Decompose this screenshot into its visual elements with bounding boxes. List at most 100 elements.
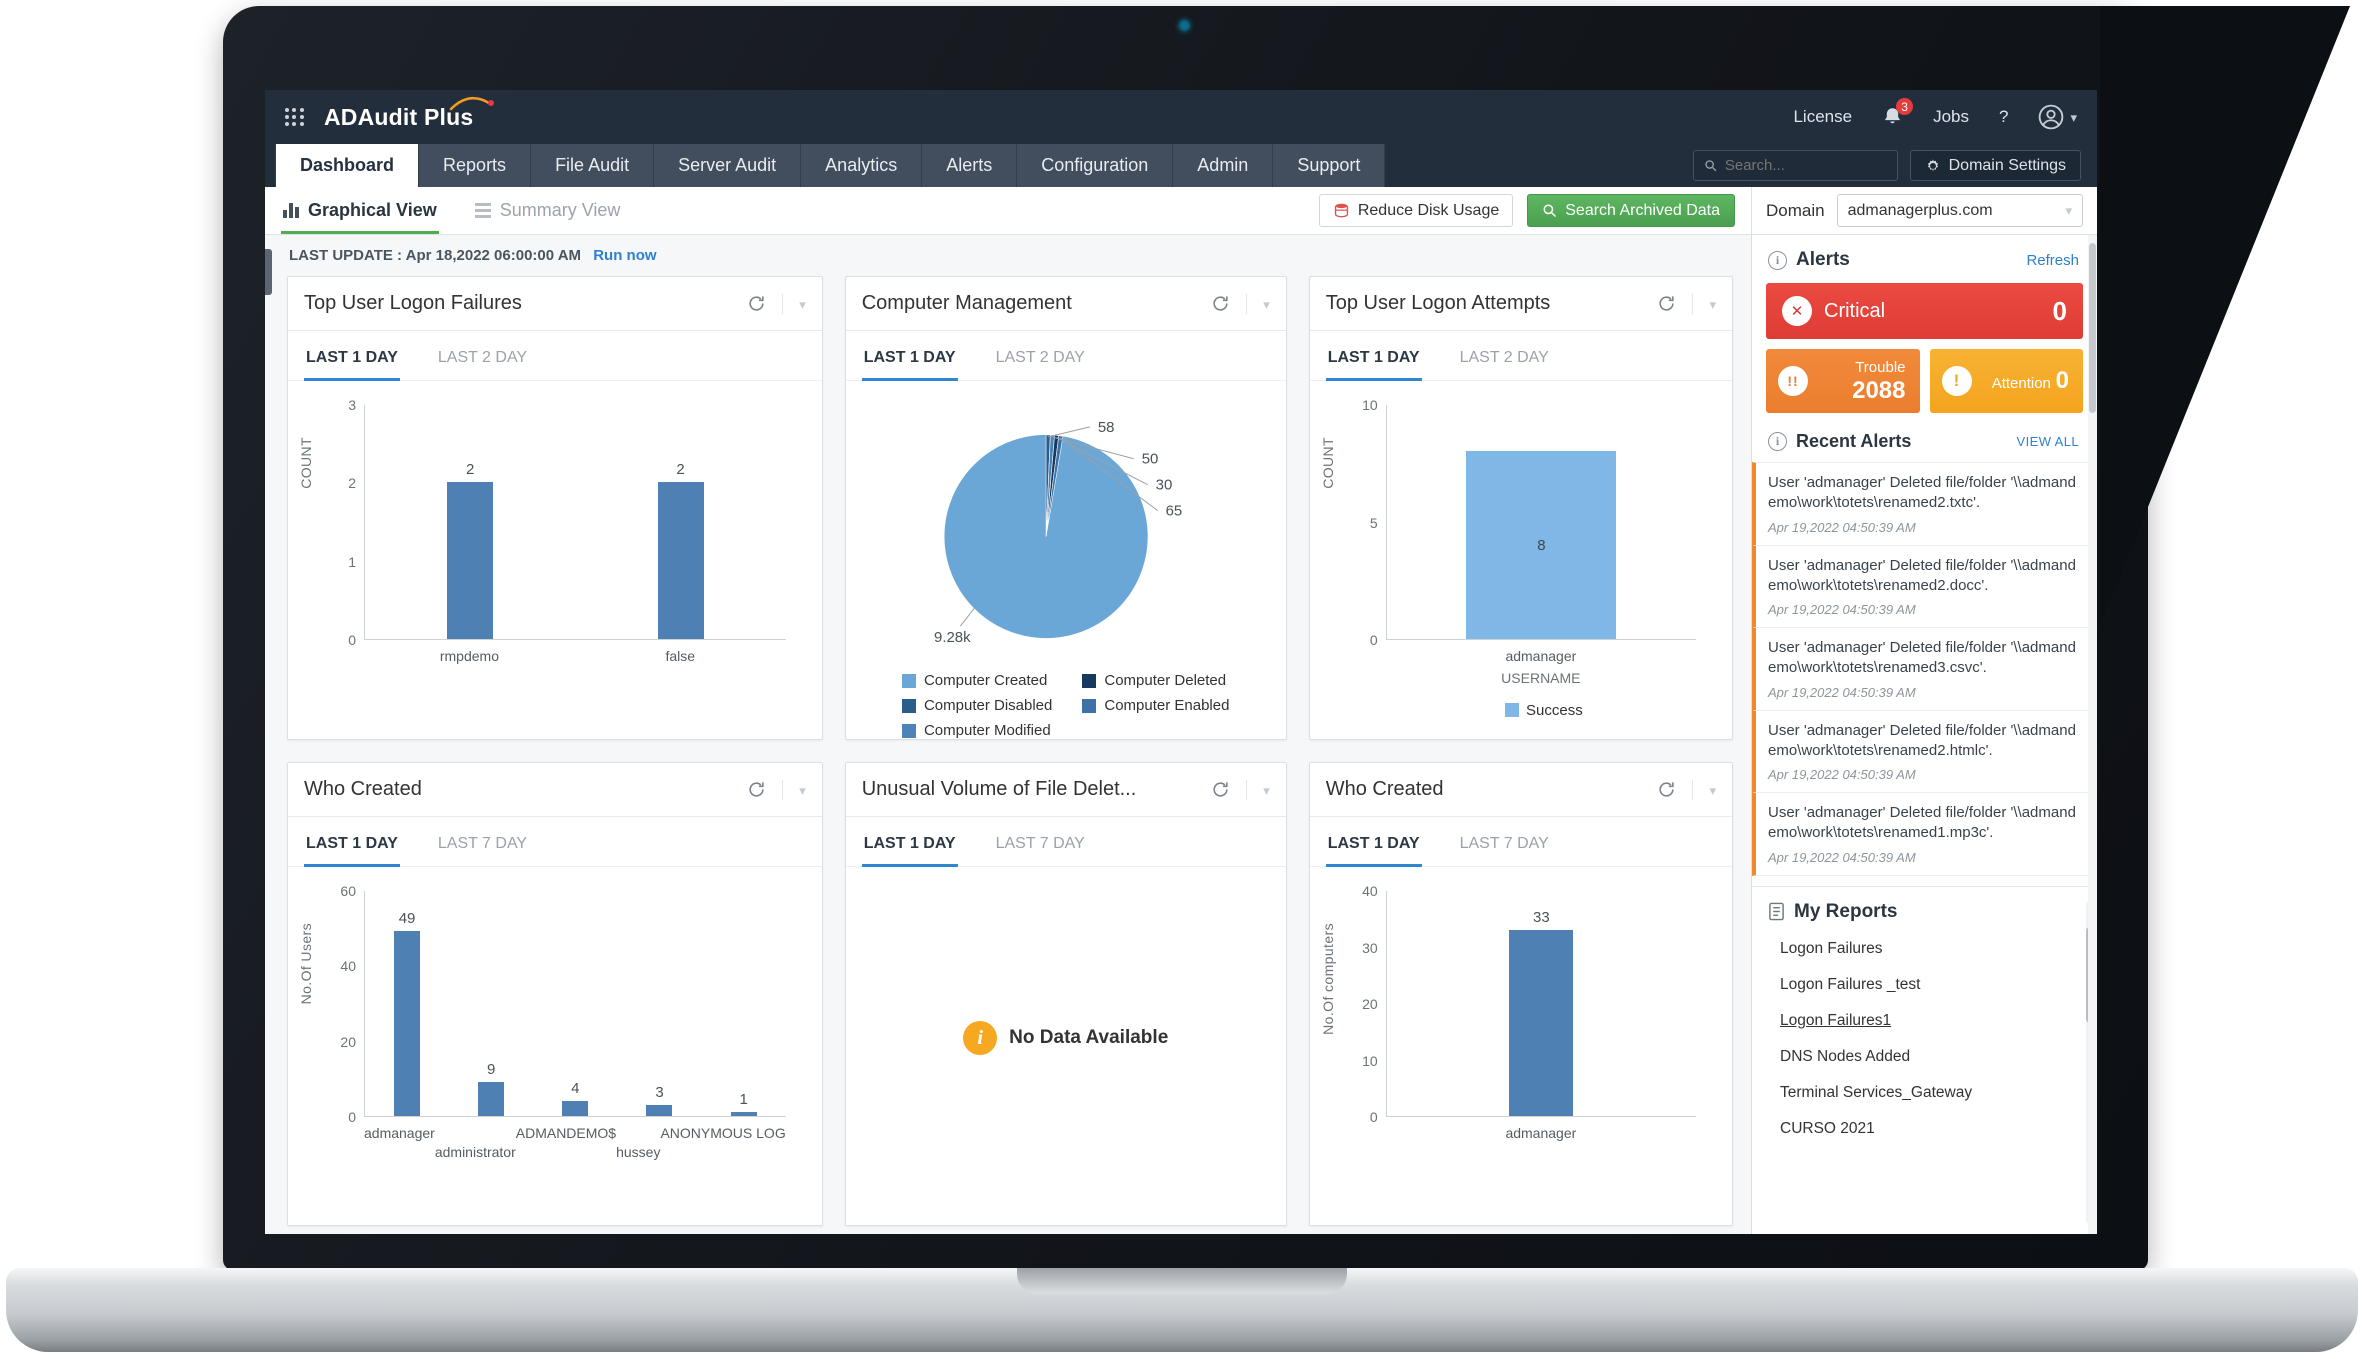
- tab-last-1-day[interactable]: LAST 1 DAY: [861, 336, 958, 381]
- alert-list-item[interactable]: User 'admanager' Deleted file/folder '\\…: [1752, 710, 2097, 793]
- bar-value-label: 2: [466, 461, 475, 479]
- notifications-button[interactable]: 3: [1882, 98, 1914, 128]
- alert-time: Apr 19,2022 04:50:39 AM: [1768, 767, 1916, 782]
- refresh-button[interactable]: [1657, 780, 1692, 799]
- laptop-lid-edge: [2100, 6, 2350, 626]
- search-archived-data-button[interactable]: Search Archived Data: [1527, 194, 1735, 227]
- report-link[interactable]: Logon Failures: [1780, 939, 1883, 957]
- my-reports-section: My Reports Logon Failures Logon Failures…: [1752, 885, 2097, 1235]
- y-axis-label: COUNT: [1319, 437, 1336, 489]
- license-link[interactable]: License: [1793, 107, 1853, 126]
- tab-alerts[interactable]: Alerts: [922, 144, 1018, 187]
- alert-list-item[interactable]: User 'admanager' Deleted file/folder '\\…: [1752, 545, 2097, 628]
- card-menu-button[interactable]: [1246, 779, 1270, 800]
- legend-item: Computer Enabled: [1082, 697, 1229, 714]
- sidebar-scrollbar-thumb[interactable]: [2089, 243, 2096, 413]
- refresh-button[interactable]: [747, 294, 782, 313]
- card-menu-button[interactable]: [1246, 293, 1270, 314]
- help-link[interactable]: ?: [1999, 107, 2009, 126]
- main-nav: Dashboard Reports File Audit Server Audi…: [265, 144, 2097, 187]
- tab-last-2-day[interactable]: LAST 2 DAY: [995, 349, 1085, 366]
- x-tick-label: false: [665, 648, 696, 664]
- domain-settings-button[interactable]: Domain Settings: [1909, 150, 2081, 181]
- nav-right: Domain Settings: [1692, 144, 2097, 187]
- refresh-button[interactable]: [1211, 294, 1246, 313]
- panel-handle[interactable]: [265, 249, 272, 295]
- tab-support[interactable]: Support: [1273, 144, 1386, 187]
- tab-last-1-day[interactable]: LAST 1 DAY: [1325, 336, 1422, 381]
- domain-select[interactable]: admanagerplus.com: [1836, 194, 2083, 227]
- tab-analytics[interactable]: Analytics: [801, 144, 923, 187]
- chevron-down-icon: [1709, 294, 1716, 314]
- logon-attempts-chart: COUNT 0 5 10 8 admanager USERNAME Success: [1310, 395, 1732, 739]
- tab-last-7-day[interactable]: LAST 7 DAY: [437, 835, 528, 852]
- bar-chart: No.Of computers 0 10 20 30 40 33 admanager: [1310, 881, 1732, 1225]
- tab-dashboard[interactable]: Dashboard: [275, 144, 420, 187]
- card-menu-button[interactable]: [1692, 293, 1716, 314]
- alert-list-item[interactable]: User 'admanager' Deleted file/folder '\\…: [1752, 793, 2097, 876]
- run-now-link[interactable]: Run now: [593, 247, 657, 264]
- view-all-link[interactable]: VIEW ALL: [2016, 434, 2079, 449]
- tab-last-1-day[interactable]: LAST 1 DAY: [304, 336, 400, 381]
- card-title: Top User Logon Attempts: [1325, 292, 1551, 314]
- report-link[interactable]: CURSO 2021: [1780, 1119, 1875, 1137]
- jobs-link[interactable]: Jobs: [1933, 107, 1969, 126]
- trouble-alert-tile[interactable]: Trouble 2088: [1766, 349, 1920, 413]
- user-menu[interactable]: [2038, 104, 2077, 130]
- alert-time: Apr 19,2022 04:50:39 AM: [1768, 684, 1916, 700]
- tab-last-1-day[interactable]: LAST 1 DAY: [1325, 822, 1422, 867]
- graphical-view-toggle[interactable]: Graphical View: [281, 187, 439, 234]
- sidebar-scrollbar-track[interactable]: [2088, 235, 2097, 1234]
- alerts-refresh-link[interactable]: Refresh: [2026, 251, 2079, 269]
- critical-alert-banner[interactable]: Critical 0: [1766, 283, 2083, 339]
- card-menu-button[interactable]: [782, 779, 806, 800]
- card-menu-button[interactable]: [1692, 779, 1716, 800]
- notification-badge: 3: [1896, 98, 1914, 115]
- alert-text: User 'admanager' Deleted file/folder '\\…: [1768, 556, 2076, 594]
- refresh-button[interactable]: [1657, 294, 1692, 313]
- summary-view-toggle[interactable]: Summary View: [474, 187, 620, 234]
- tab-file-audit[interactable]: File Audit: [531, 144, 655, 187]
- attention-alert-tile[interactable]: Attention 0: [1929, 349, 2083, 413]
- tab-reports[interactable]: Reports: [419, 144, 532, 187]
- tab-last-1-day[interactable]: LAST 1 DAY: [304, 822, 400, 867]
- tab-last-2-day[interactable]: LAST 2 DAY: [1459, 349, 1549, 366]
- bell-icon: [1884, 108, 1901, 124]
- y-tick: 10: [1362, 397, 1378, 413]
- tab-server-audit[interactable]: Server Audit: [654, 144, 802, 187]
- tab-last-7-day[interactable]: LAST 7 DAY: [1459, 835, 1549, 852]
- tab-last-1-day[interactable]: LAST 1 DAY: [861, 822, 958, 867]
- tab-last-7-day[interactable]: LAST 7 DAY: [995, 835, 1085, 852]
- refresh-button[interactable]: [1211, 780, 1246, 799]
- tab-configuration[interactable]: Configuration: [1017, 144, 1174, 187]
- search-icon: [1704, 160, 1717, 172]
- tab-admin[interactable]: Admin: [1173, 144, 1274, 187]
- reduce-disk-usage-button[interactable]: Reduce Disk Usage: [1318, 194, 1514, 227]
- view-switcher: Graphical View Summary View: [265, 187, 620, 234]
- chevron-down-icon: [1263, 294, 1270, 314]
- alert-time: Apr 19,2022 04:50:39 AM: [1768, 519, 1916, 535]
- refresh-button[interactable]: [747, 780, 782, 799]
- report-link[interactable]: Logon Failures1: [1780, 1011, 1892, 1029]
- alert-list-item[interactable]: User 'admanager' Deleted file/folder '\\…: [1752, 628, 2097, 711]
- dashboard-main: LAST UPDATE : Apr 18,2022 06:00:00 AM Ru…: [265, 235, 1751, 1234]
- svg-text:50: 50: [1141, 451, 1158, 468]
- info-icon: [1768, 432, 1787, 451]
- report-link[interactable]: Terminal Services_Gateway: [1780, 1083, 1973, 1101]
- body: LAST UPDATE : Apr 18,2022 06:00:00 AM Ru…: [265, 235, 2097, 1234]
- attention-count: 0: [2055, 367, 2069, 395]
- card-menu-button[interactable]: [782, 293, 806, 314]
- my-reports-title: My Reports: [1794, 900, 1898, 922]
- report-link[interactable]: DNS Nodes Added: [1780, 1047, 1911, 1065]
- bar-chart: COUNT 0 1 2 3 2 2 rmpdemo false: [288, 395, 822, 739]
- search-input[interactable]: [1724, 157, 1887, 174]
- global-search[interactable]: [1692, 150, 1898, 181]
- laptop-camera: [1179, 20, 1190, 31]
- report-link[interactable]: Logon Failures _test: [1780, 975, 1921, 993]
- apps-grid-icon[interactable]: [285, 107, 304, 127]
- card-computer-management: Computer Management LAST 1 DAY LAST 2 DA…: [844, 276, 1287, 740]
- no-data-message: No Data Available: [1009, 1027, 1169, 1048]
- alert-list-item[interactable]: User 'admanager' Deleted file/folder '\\…: [1752, 462, 2097, 546]
- tab-last-2-day[interactable]: LAST 2 DAY: [437, 349, 528, 366]
- card-title: Top User Logon Failures: [304, 292, 522, 314]
